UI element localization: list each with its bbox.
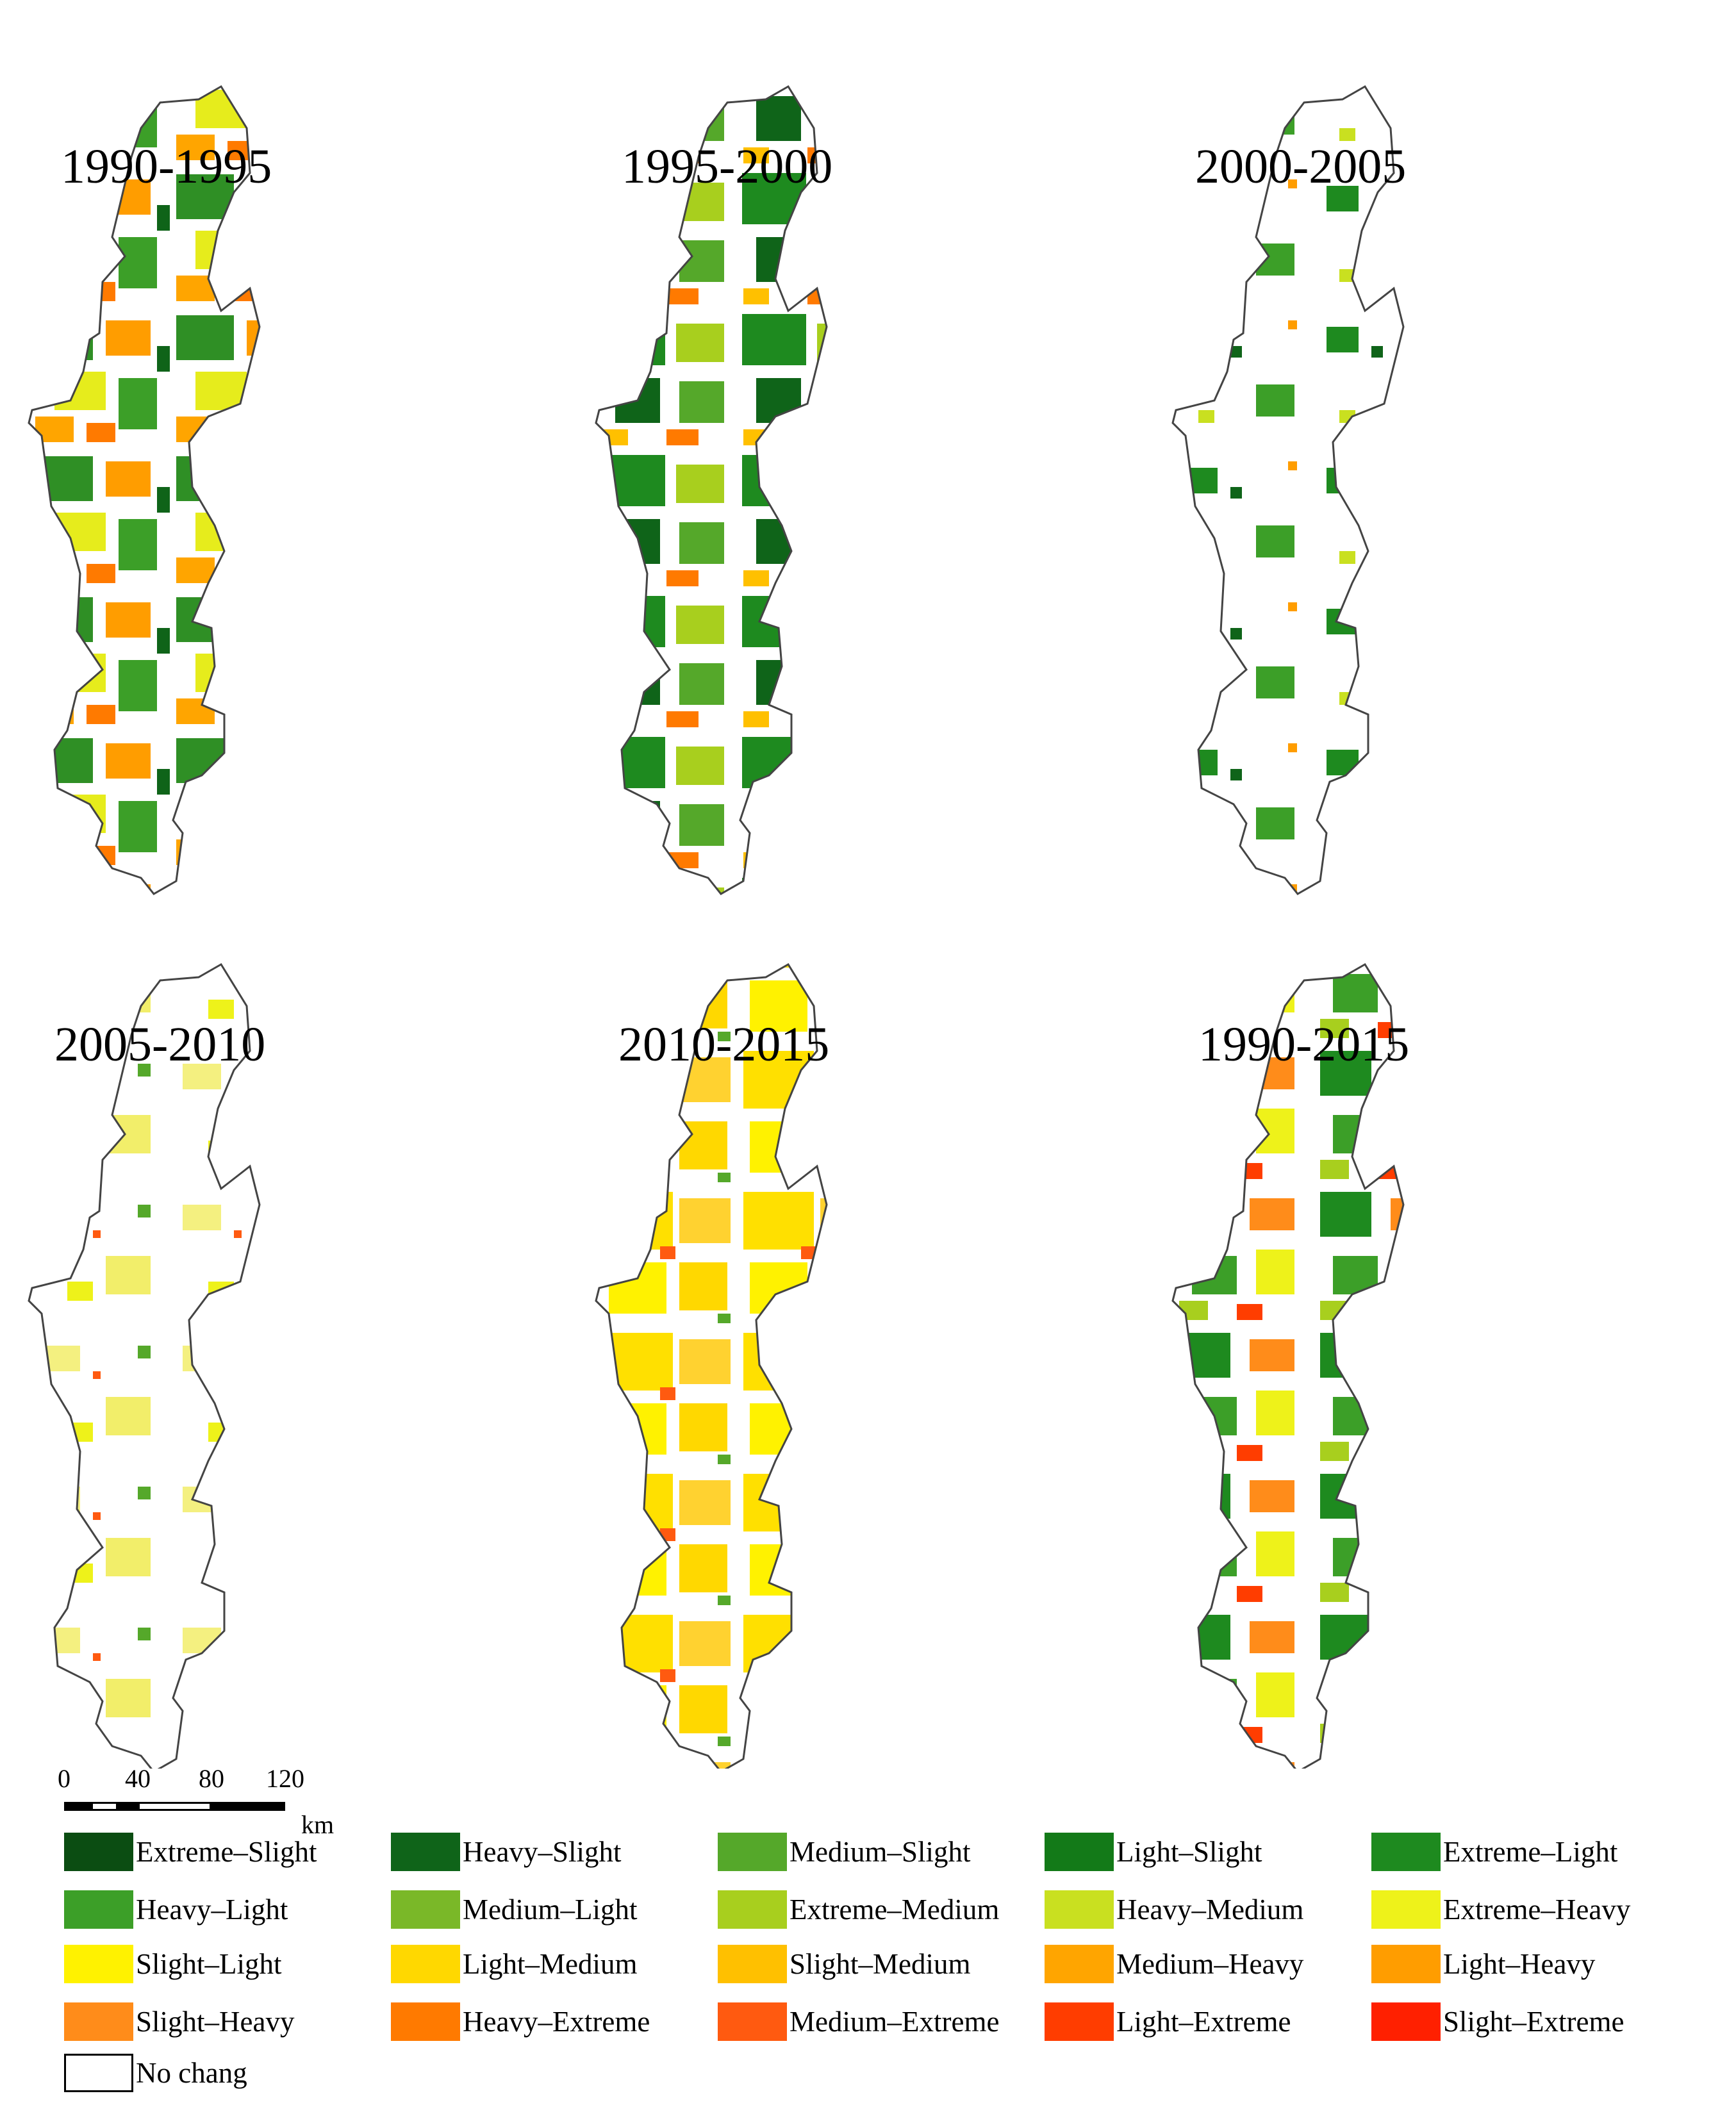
legend-label: No chang (136, 2057, 247, 2089)
legend-item: Extreme–Light (1371, 1833, 1617, 1871)
legend-label: Slight–Extreme (1443, 2006, 1624, 2038)
legend-item: Slight–Medium (718, 1945, 971, 1983)
region-fill (596, 964, 827, 1769)
period-label: 1995-2000 (622, 140, 833, 194)
legend-swatch (391, 2002, 460, 2041)
scale-tick-label: 0 (58, 1764, 70, 1793)
map-panel-1990-1995 (28, 85, 261, 895)
legend-item: Heavy–Medium (1045, 1890, 1303, 1929)
legend-swatch (64, 1890, 133, 1929)
legend-label: Light–Medium (463, 1948, 638, 1980)
scale-segment (91, 1802, 118, 1811)
legend-swatch (718, 1945, 787, 1983)
period-label: 1990-1995 (61, 140, 272, 194)
legend-item: Medium–Light (391, 1890, 637, 1929)
legend-swatch (64, 1833, 133, 1871)
legend-label: Extreme–Slight (136, 1836, 317, 1868)
legend-label: Heavy–Light (136, 1894, 288, 1926)
legend-label: Light–Extreme (1116, 2006, 1291, 2038)
legend-label: Light–Heavy (1443, 1948, 1596, 1980)
legend-label: Extreme–Medium (789, 1894, 1000, 1926)
legend-swatch (1045, 1890, 1114, 1929)
legend-label: Heavy–Slight (463, 1836, 622, 1868)
scale-bar: 0 40 80 120 km (58, 1763, 417, 1840)
legend-item: Slight–Extreme (1371, 2002, 1624, 2041)
scale-segment (64, 1802, 91, 1811)
region-fill (1173, 87, 1403, 894)
legend-item: Light–Slight (1045, 1833, 1262, 1871)
legend-swatch (1371, 1890, 1441, 1929)
legend-item: Light–Heavy (1371, 1945, 1595, 1983)
legend-label: Light–Slight (1116, 1836, 1262, 1868)
legend-label: Slight–Heavy (136, 2006, 295, 2038)
legend-swatch (391, 1945, 460, 1983)
region-fill (29, 964, 260, 1769)
period-label: 1990-2015 (1198, 1018, 1410, 1071)
scale-segment (118, 1802, 138, 1811)
map-panel-2005-2010 (28, 963, 261, 1769)
scale-segment (211, 1802, 285, 1811)
scale-segment (138, 1802, 211, 1811)
legend-item: Medium–Slight (718, 1833, 971, 1871)
legend-item: Extreme–Heavy (1371, 1890, 1630, 1929)
legend-swatch (718, 1890, 787, 1929)
legend-swatch (718, 2002, 787, 2041)
legend-item: Slight–Heavy (64, 2002, 294, 2041)
scale-tick-label: 120 (266, 1764, 304, 1793)
legend: Extreme–Slight Heavy–Slight Medium–Slight L… (64, 1833, 1705, 2115)
legend-item: Light–Medium (391, 1945, 637, 1983)
legend-swatch (64, 2002, 133, 2041)
legend-label: Heavy–Extreme (463, 2006, 650, 2038)
legend-item: Light–Extreme (1045, 2002, 1291, 2041)
legend-item: Heavy–Slight (391, 1833, 621, 1871)
legend-label: Medium–Heavy (1116, 1948, 1304, 1980)
map-panel-1995-2000 (595, 85, 828, 895)
legend-swatch (64, 2054, 133, 2092)
legend-label: Medium–Slight (789, 1836, 971, 1868)
scale-tick-label: 80 (199, 1764, 224, 1793)
legend-swatch (1045, 1833, 1114, 1871)
legend-item: Extreme–Medium (718, 1890, 999, 1929)
map-panel-1990-2015 (1171, 963, 1405, 1769)
legend-swatch (64, 1945, 133, 1983)
map-panels (28, 85, 1405, 1769)
region-fill (1173, 964, 1403, 1769)
period-label: 2010-2015 (618, 1018, 830, 1071)
map-panel-2010-2015 (595, 963, 828, 1769)
legend-item: Medium–Heavy (1045, 1945, 1303, 1983)
legend-swatch (391, 1890, 460, 1929)
legend-label: Slight–Medium (789, 1948, 971, 1980)
period-label: 2000-2005 (1195, 140, 1407, 194)
legend-swatch (718, 1833, 787, 1871)
legend-item: Slight–Light (64, 1945, 282, 1983)
legend-item: No chang (64, 2054, 247, 2092)
legend-item: Heavy–Extreme (391, 2002, 650, 2041)
scale-tick-label: 40 (125, 1764, 151, 1793)
legend-label: Heavy–Medium (1116, 1894, 1304, 1926)
legend-item: Extreme–Slight (64, 1833, 317, 1871)
legend-item: Heavy–Light (64, 1890, 288, 1929)
legend-swatch (1371, 1945, 1441, 1983)
legend-swatch (1045, 1945, 1114, 1983)
scale-unit: km (301, 1810, 335, 1839)
legend-swatch (1371, 1833, 1441, 1871)
region-fill (596, 87, 827, 894)
legend-label: Extreme–Light (1443, 1836, 1618, 1868)
period-label: 2005-2010 (54, 1018, 266, 1071)
legend-label: Extreme–Heavy (1443, 1894, 1631, 1926)
region-fill (29, 87, 260, 894)
legend-label: Slight–Light (136, 1948, 282, 1980)
map-panel-2000-2005 (1171, 85, 1405, 895)
legend-label: Medium–Light (463, 1894, 638, 1926)
legend-label: Medium–Extreme (789, 2006, 1000, 2038)
legend-swatch (391, 1833, 460, 1871)
legend-swatch (1045, 2002, 1114, 2041)
legend-swatch (1371, 2002, 1441, 2041)
legend-item: Medium–Extreme (718, 2002, 999, 2041)
